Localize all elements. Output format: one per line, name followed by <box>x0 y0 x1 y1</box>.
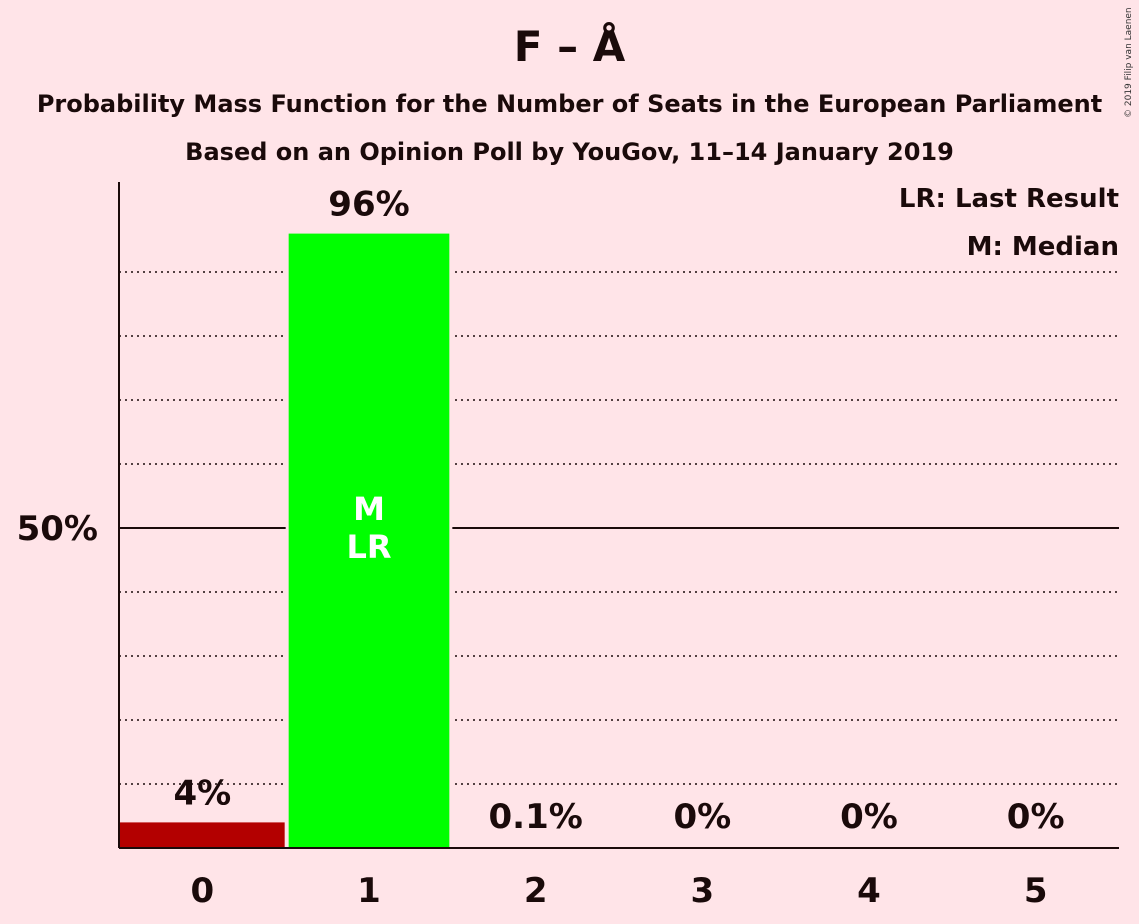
x-tick-label: 4 <box>857 871 881 911</box>
chart-title: F – Å <box>513 22 626 71</box>
x-tick-label: 5 <box>1024 871 1048 911</box>
x-tick-label: 1 <box>357 871 381 911</box>
legend-last-result: LR: Last Result <box>898 184 1119 214</box>
bar <box>119 822 285 848</box>
value-label: 4% <box>173 773 231 813</box>
value-label: 0.1% <box>489 797 583 837</box>
bar <box>288 233 450 849</box>
chart-subtitle: Probability Mass Function for the Number… <box>36 90 1103 118</box>
value-label: 96% <box>328 185 409 225</box>
value-label: 0% <box>673 797 731 837</box>
chart-subtitle-2: Based on an Opinion Poll by YouGov, 11–1… <box>185 138 954 166</box>
value-label: 0% <box>1007 797 1065 837</box>
legend-median: M: Median <box>966 232 1119 262</box>
x-tick-label: 2 <box>524 871 548 911</box>
value-label: 0% <box>840 797 898 837</box>
bar-annotation: M <box>353 490 385 528</box>
bar-annotation: LR <box>346 528 391 566</box>
y-tick-label: 50% <box>17 509 98 549</box>
x-tick-label: 3 <box>690 871 714 911</box>
x-tick-label: 0 <box>190 871 214 911</box>
